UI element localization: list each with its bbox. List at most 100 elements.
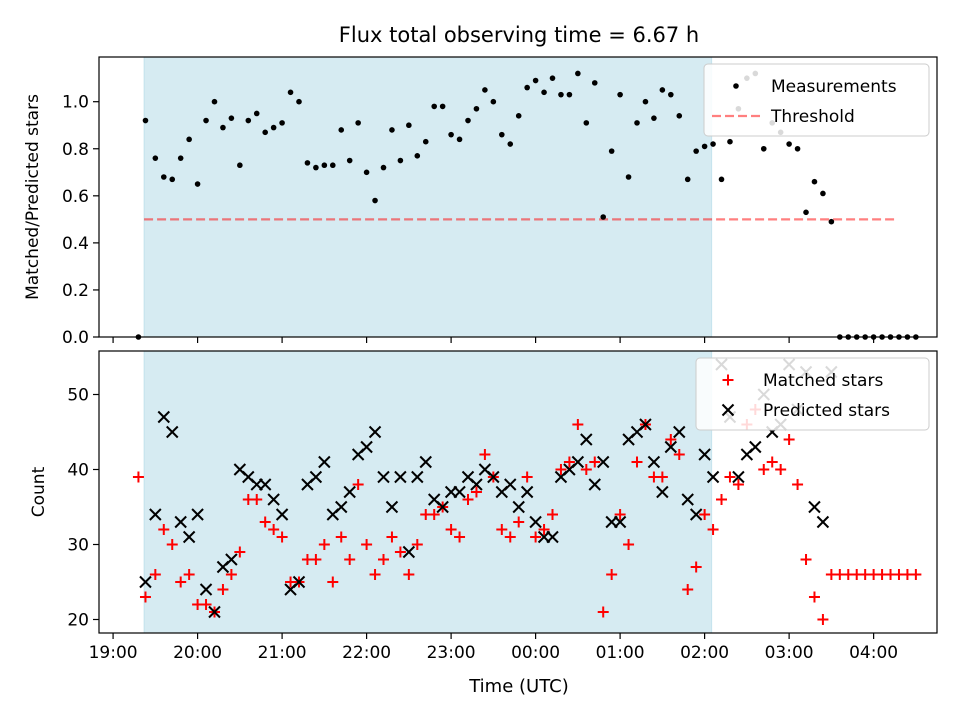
data-point [608,148,615,154]
y-tick-label: 0.8 [62,140,89,160]
data-point [775,464,787,475]
data-point [546,530,559,544]
observing-window-shade [143,350,713,634]
data-point [541,89,547,96]
data-point [718,176,725,183]
x-axis: 19:00 20:00 21:00 22:00 23:00 00:00 01:00 02:00… [89,633,898,663]
y-tick-label: 0.2 [62,281,89,301]
x-tick-label: 02:00 [680,643,729,663]
data-point [346,157,353,164]
data-point [402,545,416,559]
x-tick-label: 19:00 [89,643,138,663]
data-point [808,591,820,603]
data-point [524,84,530,91]
plot-frame [98,350,938,634]
data-point [422,138,429,145]
data-point [234,546,246,558]
data-point [665,434,677,445]
data-point [530,531,542,543]
data-point [329,162,336,169]
y-tick-label: 0.4 [62,234,89,254]
data-point [436,500,449,514]
data-point [707,524,719,535]
legend-label: Measurements [771,77,897,97]
data-point [817,614,829,625]
data-point [555,464,567,475]
data-point [760,145,767,152]
data-point [547,509,559,520]
data-point [766,456,778,468]
data-point [684,176,691,183]
data-point [361,539,373,550]
top-panel: 0.0 0.2 0.4 0.6 0.8 1.0 Matched/Predicted star… [23,56,938,348]
y-tick-label: 0.6 [62,187,89,207]
data-point [515,113,522,119]
x-tick-label: 04:00 [849,643,898,663]
data-point [368,425,382,439]
data-point [352,479,364,490]
data-point [355,120,361,126]
data-point [732,479,744,490]
x-tick-label: 21:00 [258,643,307,663]
x-tick-label: 20:00 [173,643,222,663]
data-point [512,500,525,514]
data-point [910,569,922,580]
data-point [479,449,491,460]
data-point [208,605,221,619]
data-point [507,141,514,147]
data-point [571,455,585,469]
data-point [217,584,229,595]
data-point [267,493,280,506]
data-point [343,485,356,499]
y-axis-label: Matched/Predicted stars [23,94,43,300]
data-point [160,174,167,180]
data-point [318,455,331,469]
data-point [403,569,415,580]
data-point [647,455,661,469]
data-point [225,569,237,580]
data-point [521,471,533,483]
data-point [363,169,370,176]
data-point [203,117,209,124]
data-point [258,478,272,491]
data-point [369,569,381,580]
data-point [259,516,271,528]
data-point [225,553,238,566]
data-point [673,425,686,439]
data-point [659,87,666,93]
data-point [639,418,652,431]
data-point [504,531,516,543]
data-point [431,103,438,110]
chart-title: Flux total observing time = 6.67 h [339,23,699,47]
data-point [758,464,770,475]
data-point [716,494,728,505]
data-point [597,455,610,469]
data-point [411,539,423,550]
data-point [406,122,412,129]
legend-marker [721,403,735,417]
data-point [419,455,432,469]
data-point [262,129,268,136]
data-point [490,98,497,105]
data-point [580,464,592,475]
data-point [690,561,702,573]
data-point [372,197,378,204]
bottom-panel: 20 30 40 50 Count 19:00 20:00 21:00 22:00 23:00 00… [29,350,938,663]
series-matched-stars [132,404,922,625]
data-point [158,524,170,535]
legend-marker [733,83,739,89]
data-point [327,576,339,588]
data-point [634,120,640,126]
data-point [304,160,311,166]
data-point [394,546,406,558]
data-point [439,103,446,110]
data-point [613,515,627,529]
series-predicted-stars [139,358,838,619]
legend-label: Predicted stars [763,401,890,421]
y-axis: 20 30 40 50 [67,386,99,631]
data-point [828,218,835,225]
data-point [529,515,542,529]
x-tick-label: 22:00 [342,643,391,663]
data-point [360,440,373,454]
data-point [575,70,581,77]
